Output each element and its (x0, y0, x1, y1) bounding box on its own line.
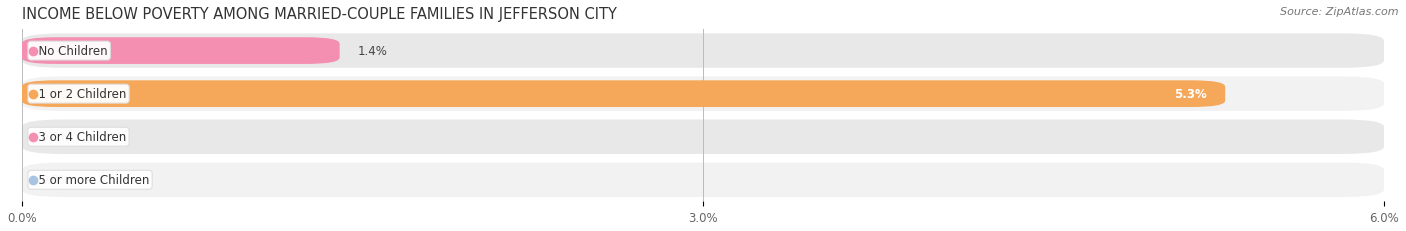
Text: 0.0%: 0.0% (39, 131, 69, 144)
FancyBboxPatch shape (21, 163, 1384, 197)
Text: No Children: No Children (31, 45, 107, 58)
Text: Source: ZipAtlas.com: Source: ZipAtlas.com (1281, 7, 1399, 17)
Text: 1.4%: 1.4% (357, 45, 388, 58)
Text: 3 or 4 Children: 3 or 4 Children (31, 131, 127, 144)
Text: 0.0%: 0.0% (39, 173, 69, 186)
FancyBboxPatch shape (21, 38, 340, 65)
Text: 5.3%: 5.3% (1174, 88, 1208, 101)
FancyBboxPatch shape (21, 81, 1225, 108)
FancyBboxPatch shape (21, 34, 1384, 69)
Text: INCOME BELOW POVERTY AMONG MARRIED-COUPLE FAMILIES IN JEFFERSON CITY: INCOME BELOW POVERTY AMONG MARRIED-COUPL… (21, 7, 617, 22)
FancyBboxPatch shape (21, 77, 1384, 111)
Text: 1 or 2 Children: 1 or 2 Children (31, 88, 127, 101)
FancyBboxPatch shape (21, 120, 1384, 154)
Text: 5 or more Children: 5 or more Children (31, 173, 149, 186)
